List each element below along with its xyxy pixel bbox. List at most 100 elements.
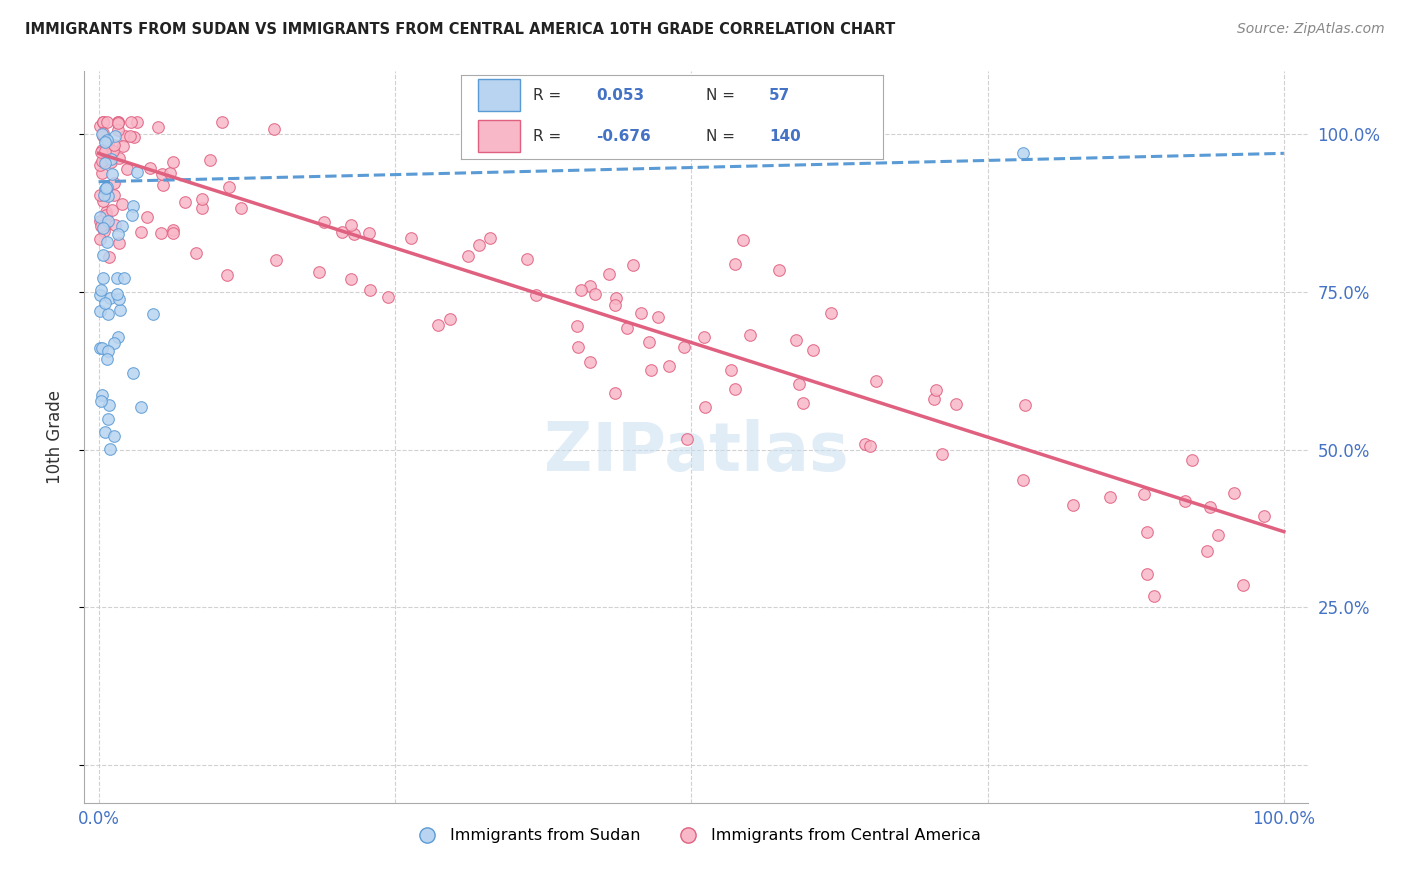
Point [103, 138, 125, 153]
Point [94, 144, 117, 158]
Point [89, 158, 111, 172]
Point [96, 205, 118, 219]
Point [96, 115, 118, 129]
Point [693, 329, 716, 343]
Point [638, 335, 661, 350]
Point [724, 257, 747, 271]
Point [565, 318, 588, 333]
Point [468, 238, 491, 252]
Point [695, 401, 717, 415]
Point [567, 340, 589, 354]
Point [103, 187, 125, 202]
Text: 100.0%: 100.0% [1253, 810, 1316, 829]
Point [1012, 473, 1035, 487]
Point [439, 312, 461, 326]
Point [107, 115, 129, 129]
Point [621, 258, 644, 272]
Point [603, 298, 626, 312]
Point [107, 330, 129, 344]
Text: Source: ZipAtlas.com: Source: ZipAtlas.com [1237, 22, 1385, 37]
Point [105, 271, 128, 285]
Point [603, 385, 626, 400]
Point [1143, 589, 1166, 603]
Point [94, 208, 117, 222]
Point [93, 224, 115, 238]
Point [731, 233, 754, 247]
Point [211, 115, 233, 129]
Point [524, 288, 547, 302]
Point [97, 214, 120, 228]
Point [97, 250, 120, 264]
Point [672, 340, 695, 354]
Point [100, 155, 122, 169]
Text: IMMIGRANTS FROM SUDAN VS IMMIGRANTS FROM CENTRAL AMERICA 10TH GRADE CORRELATION : IMMIGRANTS FROM SUDAN VS IMMIGRANTS FROM… [25, 22, 896, 37]
Point [1232, 578, 1254, 592]
Point [97, 136, 120, 151]
Point [1199, 500, 1222, 515]
Point [108, 292, 131, 306]
Point [90, 153, 112, 168]
Point [215, 268, 238, 283]
Point [605, 291, 627, 305]
Point [97, 307, 120, 321]
Point [1223, 485, 1246, 500]
Point [931, 447, 953, 461]
Point [162, 222, 184, 236]
Point [820, 306, 842, 320]
Point [1206, 528, 1229, 542]
Point [111, 219, 134, 233]
Point [738, 327, 761, 342]
Point [359, 283, 381, 297]
Point [858, 439, 880, 453]
Point [263, 122, 285, 136]
Point [93, 187, 115, 202]
Point [801, 343, 824, 357]
Point [96, 344, 118, 359]
Point [184, 245, 207, 260]
Point [89, 342, 111, 356]
Point [107, 116, 129, 130]
Point [98, 442, 121, 457]
Point [150, 227, 173, 241]
Point [107, 123, 129, 137]
Point [724, 382, 747, 396]
Point [112, 139, 135, 153]
Point [100, 145, 122, 160]
Point [1253, 508, 1275, 523]
Point [569, 283, 592, 297]
Point [91, 126, 114, 140]
Point [94, 135, 117, 149]
Point [190, 192, 212, 206]
Point [308, 265, 330, 279]
Point [91, 342, 114, 356]
Point [162, 226, 184, 240]
Point [823, 146, 845, 161]
Point [108, 302, 131, 317]
Point [120, 115, 142, 129]
Point [924, 392, 946, 406]
Point [121, 207, 143, 221]
Point [96, 180, 118, 194]
Point [94, 295, 117, 310]
Point [120, 128, 142, 143]
Point [89, 210, 111, 224]
Point [100, 152, 122, 166]
Point [264, 252, 287, 267]
Point [89, 232, 111, 246]
Point [1133, 486, 1156, 500]
Point [125, 164, 148, 178]
Point [792, 396, 814, 410]
Point [152, 178, 174, 192]
Point [343, 227, 366, 242]
Point [129, 400, 152, 414]
Point [91, 115, 114, 129]
Point [96, 133, 118, 147]
Point [1098, 490, 1121, 504]
Point [96, 235, 118, 249]
Point [1062, 498, 1084, 512]
Point [94, 182, 117, 196]
Point [114, 128, 136, 143]
Point [640, 363, 662, 377]
Point [135, 210, 157, 224]
Point [191, 202, 214, 216]
